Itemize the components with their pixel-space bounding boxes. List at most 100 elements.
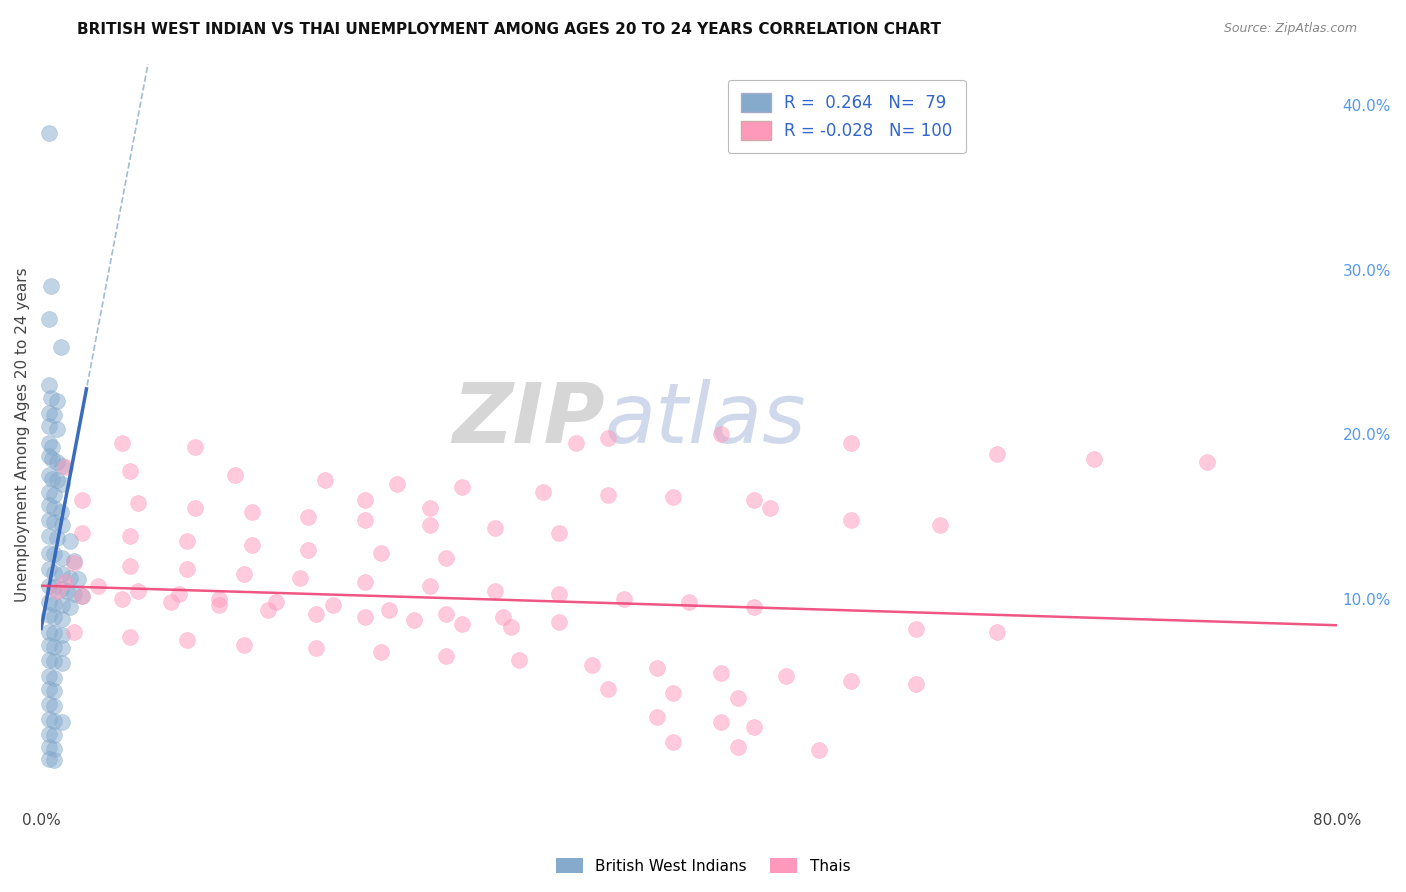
Point — [42, 515, 65, 529]
Point — [51, 715, 73, 730]
Point — [208, 591, 231, 606]
Point — [596, 431, 619, 445]
Point — [38, 406, 60, 420]
Point — [51, 567, 73, 582]
Point — [742, 600, 765, 615]
Point — [208, 599, 231, 613]
Point — [986, 624, 1008, 639]
Point — [127, 496, 149, 510]
Point — [41, 441, 63, 455]
Point — [55, 575, 77, 590]
Point — [184, 501, 207, 516]
Point — [839, 435, 862, 450]
Point — [370, 644, 392, 658]
Legend: R =  0.264   N=  79, R = -0.028   N= 100: R = 0.264 N= 79, R = -0.028 N= 100 — [727, 79, 966, 153]
Point — [120, 630, 142, 644]
Point — [581, 657, 603, 672]
Point — [51, 550, 73, 565]
Point — [51, 517, 73, 532]
Point — [38, 529, 60, 543]
Point — [727, 690, 749, 705]
Point — [742, 493, 765, 508]
Point — [120, 529, 142, 543]
Point — [176, 562, 198, 576]
Point — [645, 661, 668, 675]
Point — [42, 741, 65, 756]
Point — [46, 531, 69, 545]
Point — [1197, 455, 1219, 469]
Point — [451, 616, 474, 631]
Point — [645, 710, 668, 724]
Point — [42, 548, 65, 562]
Point — [51, 476, 73, 491]
Point — [419, 517, 441, 532]
Point — [111, 435, 134, 450]
Point — [839, 513, 862, 527]
Point — [387, 476, 409, 491]
Point — [70, 589, 93, 603]
Point — [56, 583, 79, 598]
Point — [70, 526, 93, 541]
Point — [38, 484, 60, 499]
Text: BRITISH WEST INDIAN VS THAI UNEMPLOYMENT AMONG AGES 20 TO 24 YEARS CORRELATION C: BRITISH WEST INDIAN VS THAI UNEMPLOYMENT… — [77, 22, 942, 37]
Point — [548, 526, 571, 541]
Point — [596, 682, 619, 697]
Point — [484, 521, 506, 535]
Point — [38, 669, 60, 683]
Point — [904, 622, 927, 636]
Point — [120, 559, 142, 574]
Point — [508, 653, 530, 667]
Point — [224, 468, 246, 483]
Point — [39, 279, 62, 293]
Point — [451, 480, 474, 494]
Point — [662, 490, 685, 504]
Point — [67, 572, 90, 586]
Legend: British West Indians, Thais: British West Indians, Thais — [550, 852, 856, 880]
Point — [46, 394, 69, 409]
Point — [38, 126, 60, 140]
Y-axis label: Unemployment Among Ages 20 to 24 years: Unemployment Among Ages 20 to 24 years — [15, 267, 30, 601]
Point — [41, 472, 63, 486]
Point — [662, 686, 685, 700]
Point — [419, 501, 441, 516]
Point — [434, 550, 457, 565]
Point — [87, 579, 110, 593]
Point — [38, 638, 60, 652]
Point — [49, 582, 72, 596]
Point — [38, 435, 60, 450]
Point — [38, 624, 60, 639]
Point — [159, 595, 181, 609]
Point — [38, 449, 60, 463]
Point — [727, 739, 749, 754]
Point — [38, 751, 60, 765]
Point — [402, 613, 425, 627]
Point — [51, 458, 73, 473]
Point — [232, 567, 254, 582]
Point — [710, 715, 733, 730]
Text: ZIP: ZIP — [453, 379, 605, 460]
Point — [42, 714, 65, 728]
Point — [929, 517, 952, 532]
Point — [38, 378, 60, 392]
Point — [59, 570, 82, 584]
Point — [297, 509, 319, 524]
Point — [62, 556, 84, 570]
Point — [38, 739, 60, 754]
Point — [38, 727, 60, 741]
Point — [42, 729, 65, 743]
Point — [42, 753, 65, 767]
Point — [59, 600, 82, 615]
Point — [42, 566, 65, 580]
Point — [38, 546, 60, 560]
Point — [662, 735, 685, 749]
Point — [378, 603, 401, 617]
Point — [742, 720, 765, 734]
Point — [127, 583, 149, 598]
Point — [499, 620, 522, 634]
Point — [240, 505, 263, 519]
Point — [55, 460, 77, 475]
Point — [42, 610, 65, 624]
Point — [51, 641, 73, 656]
Point — [38, 653, 60, 667]
Point — [370, 546, 392, 560]
